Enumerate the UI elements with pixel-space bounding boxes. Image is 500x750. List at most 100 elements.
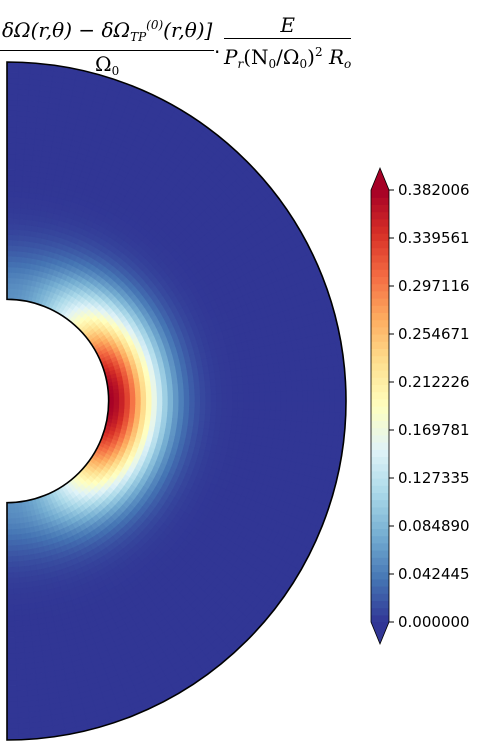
contour-cell — [7, 680, 18, 687]
contour-cell — [17, 72, 31, 80]
contour-cell — [328, 377, 336, 391]
colorbar-segment — [371, 262, 389, 270]
title-fraction-2: E Pr(N0/Ω0)2 Ro — [224, 12, 352, 77]
contour-cell — [16, 706, 30, 714]
colorbar-segment — [371, 298, 389, 306]
colorbar-segment — [371, 550, 389, 558]
colorbar-segment — [371, 283, 389, 292]
contour-cell — [302, 400, 309, 413]
contour-cell — [16, 126, 28, 134]
contour-cell — [151, 390, 158, 397]
contour-cell — [253, 391, 261, 402]
contour-cell — [17, 555, 25, 562]
colorbar-segment — [371, 434, 389, 443]
contour-cell — [264, 391, 271, 402]
contour-cell — [193, 380, 201, 389]
colorbar-tick-label: 0.127335 — [398, 469, 470, 487]
contour-cell — [12, 582, 21, 590]
colorbar-segment — [371, 391, 389, 400]
contour-cell — [7, 207, 15, 214]
contour-cell — [248, 392, 255, 402]
contour-cell — [296, 400, 304, 413]
contour-cell — [7, 685, 18, 692]
contour-cell — [166, 383, 174, 391]
contour-cell — [17, 566, 26, 573]
contour-cell — [11, 561, 19, 568]
colorbar-segment — [371, 470, 389, 479]
contour-cell — [275, 400, 282, 412]
contour-cell — [248, 400, 255, 411]
contour-cell — [323, 389, 331, 402]
contour-cell — [13, 620, 24, 627]
colorbar-segment — [371, 398, 389, 407]
colorbar-segment — [371, 506, 389, 515]
contour-cell — [129, 396, 136, 402]
colorbar-segment — [371, 240, 389, 249]
contour-cell — [178, 400, 185, 408]
contour-cell — [113, 396, 120, 402]
contour-cell — [215, 385, 223, 395]
contour-cell — [17, 78, 31, 85]
colorbar-segment — [371, 449, 389, 457]
contour-cell — [20, 603, 30, 611]
contour-cell — [21, 614, 31, 622]
contour-cell — [280, 390, 287, 402]
contour-cell — [151, 395, 158, 402]
contour-cell — [225, 377, 233, 387]
contour-cell — [7, 534, 13, 541]
title-denominator-1: Ω0 — [95, 52, 120, 78]
contour-cell — [19, 582, 27, 589]
contour-cell — [205, 400, 212, 409]
contour-cell — [13, 609, 23, 617]
colorbar-tick-label: 0.339561 — [398, 229, 470, 247]
contour-cell — [210, 393, 217, 402]
colorbar-segment — [371, 319, 389, 328]
contour-cell — [7, 77, 20, 85]
contour-cell — [204, 379, 212, 388]
contour-cell — [7, 245, 14, 252]
contour-cell — [194, 400, 201, 409]
contour-cell — [220, 377, 228, 387]
contour-cell — [275, 391, 282, 402]
contour-cell — [16, 121, 28, 128]
contour-cell — [119, 396, 126, 402]
contour-cell — [210, 407, 217, 417]
contour-cell — [237, 400, 244, 411]
contour-cell — [253, 409, 260, 420]
colorbar-segment — [371, 406, 389, 414]
contour-cell — [7, 115, 18, 122]
contour-cell — [15, 131, 27, 139]
contour-cell — [221, 408, 228, 418]
contour-cell — [194, 407, 201, 416]
contour-cell — [10, 529, 17, 536]
contour-cell — [20, 598, 29, 606]
colorbar-segment — [371, 442, 389, 450]
contour-cell — [269, 381, 277, 393]
contour-cell — [13, 615, 23, 622]
contour-cell — [7, 228, 14, 236]
contour-cell — [194, 387, 201, 396]
contour-cell — [108, 396, 115, 402]
contour-cell — [215, 415, 222, 425]
contour-cell — [7, 637, 16, 644]
contour-cell — [221, 392, 228, 402]
chart-title: δΩ(r,θ) − δΩTP(0)(r,θ)] Ω0 · E Pr(N0/Ω0)… — [0, 12, 500, 82]
colorbar-tick-label: 0.382006 — [398, 181, 470, 199]
contour-cell — [270, 391, 277, 402]
contour-cell — [12, 218, 21, 225]
contour-cell — [14, 169, 24, 177]
contour-cell — [210, 386, 217, 395]
contour-cell — [7, 653, 17, 660]
contour-cell — [17, 94, 30, 101]
contour-cell — [323, 411, 330, 425]
colorbar-segment — [371, 362, 389, 371]
colorbar-segment — [371, 514, 389, 522]
colorbar-segment — [371, 427, 389, 436]
contour-cell — [172, 382, 179, 391]
contour-cell — [188, 381, 195, 389]
contour-cell — [7, 545, 13, 552]
colorbar-segment — [371, 290, 389, 299]
contour-cell — [18, 576, 27, 584]
colorbar-segment — [371, 521, 389, 529]
contour-cell — [259, 400, 266, 411]
